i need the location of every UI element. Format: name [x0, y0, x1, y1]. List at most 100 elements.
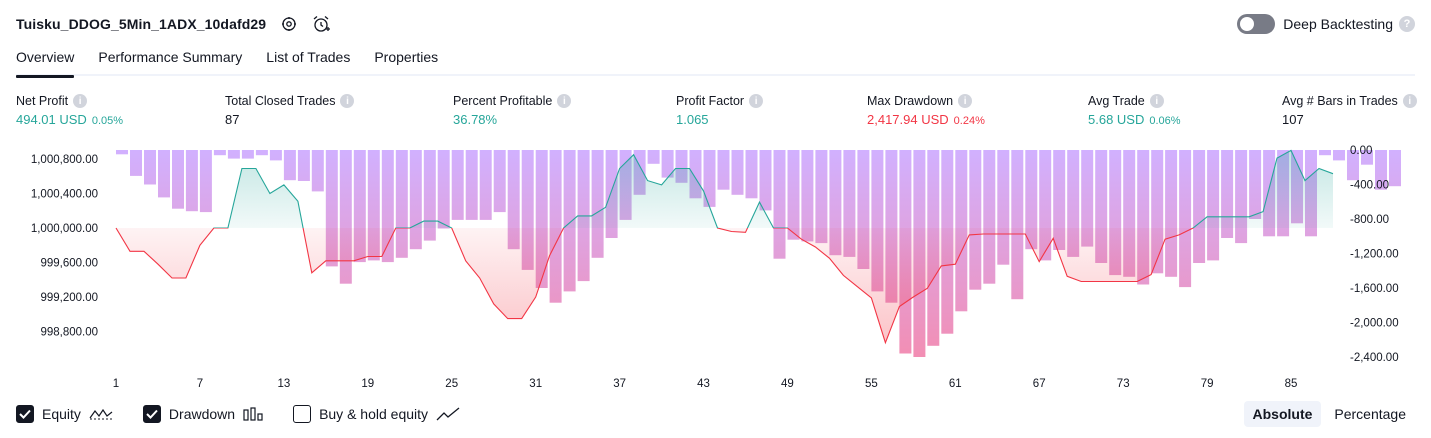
buy-hold-checkbox[interactable] [293, 405, 312, 423]
metric-avg-trade: Avg Trade i 5.68 USD 0.06% [1088, 94, 1181, 127]
settings-icon[interactable] [280, 15, 298, 33]
equity-area-up [116, 150, 1333, 228]
drawdown-bar [255, 150, 268, 156]
drawdown-bar [647, 150, 660, 164]
tab-bar: Overview Performance Summary List of Tra… [16, 44, 1415, 78]
drawdown-bar [395, 150, 408, 258]
info-icon[interactable]: i [73, 94, 88, 108]
metric-value: 2,417.94 USD [867, 112, 949, 127]
metric-label: Avg # Bars in Trades [1282, 94, 1398, 108]
right-axis-tick: -1,200.00 [1350, 249, 1399, 261]
x-axis-tick: 67 [1033, 378, 1046, 390]
drawdown-bar [787, 150, 800, 240]
info-icon[interactable]: i [958, 94, 973, 108]
x-axis-tick: 13 [278, 378, 291, 390]
drawdown-bar [563, 150, 576, 292]
drawdown-bar [1053, 150, 1066, 250]
tab-performance-summary[interactable]: Performance Summary [98, 49, 243, 65]
metric-percent: 0.24% [953, 115, 985, 127]
drawdown-checkbox[interactable] [142, 405, 161, 423]
x-axis-tick: 1 [113, 378, 119, 390]
help-icon[interactable]: ? [1399, 16, 1415, 32]
left-axis-tick: 1,000,400.00 [31, 189, 98, 201]
info-icon[interactable]: i [340, 94, 355, 108]
drawdown-bar [409, 150, 422, 250]
metric-value: 36.78% [453, 112, 498, 127]
tab-list-of-trades[interactable]: List of Trades [266, 49, 351, 65]
equity-drawdown-chart[interactable]: 1,000,800.00 1,000,400.00 1,000,000.00 999,… [0, 140, 1431, 396]
toggle-knob [1240, 17, 1255, 31]
legend-equity[interactable]: Equity [16, 405, 113, 423]
tab-overview[interactable]: Overview [16, 44, 75, 78]
drawdown-bar [1193, 150, 1206, 263]
left-axis-tick: 1,000,000.00 [31, 223, 98, 235]
x-axis-tick: 25 [445, 378, 458, 390]
deep-backtesting-toggle[interactable] [1237, 14, 1276, 34]
info-icon[interactable]: i [1149, 94, 1164, 108]
drawdown-bar [1361, 150, 1373, 165]
scale-absolute-button[interactable]: Absolute [1243, 401, 1322, 427]
drawdown-bar [437, 150, 450, 229]
drawdown-bar [1333, 150, 1345, 161]
info-icon[interactable]: i [1402, 94, 1417, 108]
metric-value: 107 [1282, 112, 1304, 127]
x-axis-tick: 55 [865, 378, 878, 390]
drawdown-bar [661, 150, 674, 178]
x-axis-tick: 73 [1117, 378, 1130, 390]
alarm-add-icon[interactable] [312, 15, 331, 33]
info-icon[interactable]: i [557, 94, 572, 108]
metric-percent-profitable: Percent Profitable i 36.78% [453, 94, 572, 127]
metric-label: Percent Profitable [453, 94, 553, 108]
metric-total-closed-trades: Total Closed Trades i 87 [225, 94, 355, 127]
metric-profit-factor: Profit Factor i 1.065 [676, 94, 764, 127]
drawdown-bar [969, 150, 982, 290]
drawdown-bar [311, 150, 324, 192]
checkmark-icon [146, 409, 158, 419]
drawdown-bar [1025, 150, 1038, 250]
checkmark-icon [19, 409, 31, 419]
drawdown-bar [144, 150, 156, 185]
drawdown-bar [591, 150, 604, 258]
x-axis-tick: 61 [949, 378, 962, 390]
metric-label: Avg Trade [1088, 94, 1145, 108]
drawdown-bar [423, 150, 436, 241]
legend-drawdown[interactable]: Drawdown [142, 405, 263, 423]
drawdown-bar [1249, 150, 1262, 219]
drawdown-bar [172, 150, 184, 209]
right-axis-tick: -800.00 [1350, 214, 1389, 226]
metric-label: Total Closed Trades [225, 94, 336, 108]
drawdown-bar [745, 150, 758, 199]
scale-percentage-button[interactable]: Percentage [1334, 406, 1406, 422]
drawdown-bar [1179, 150, 1192, 288]
drawdown-bar [241, 150, 254, 159]
legend-label: Drawdown [168, 406, 236, 422]
equity-line-icon [89, 407, 113, 421]
drawdown-bar [451, 150, 464, 220]
drawdown-bar [731, 150, 744, 195]
drawdown-bar [269, 150, 282, 161]
chart-legend: Equity Drawdown Buy & hold equity [16, 403, 490, 425]
metric-label: Max Drawdown [867, 94, 954, 108]
legend-buy-hold-equity[interactable]: Buy & hold equity [293, 405, 460, 423]
metric-value: 494.01 USD [16, 112, 87, 127]
equity-checkbox[interactable] [16, 405, 34, 423]
deep-backtesting-control: Deep Backtesting ? [1237, 12, 1415, 36]
drawdown-bar [1389, 150, 1401, 187]
metric-label: Profit Factor [676, 94, 745, 108]
drawdown-bar [1221, 150, 1234, 238]
x-axis-tick: 37 [613, 378, 626, 390]
x-axis-tick: 79 [1201, 378, 1214, 390]
drawdown-bar [130, 150, 142, 176]
right-axis-tick: -2,400.00 [1350, 352, 1399, 364]
drawdown-bar [493, 150, 506, 213]
metric-label: Net Profit [16, 94, 69, 108]
tab-properties[interactable]: Properties [374, 49, 439, 65]
drawdown-bar [1375, 150, 1387, 190]
drawdown-bar [1207, 150, 1220, 261]
metric-avg-bars-in-trades: Avg # Bars in Trades i 107 [1282, 94, 1417, 127]
drawdown-bar [773, 150, 786, 259]
legend-label: Buy & hold equity [319, 406, 429, 422]
info-icon[interactable]: i [749, 94, 764, 108]
strategy-header: Tuisku_DDOG_5Min_1ADX_10dafd29 [16, 12, 331, 36]
right-axis-tick: -1,600.00 [1350, 283, 1399, 295]
